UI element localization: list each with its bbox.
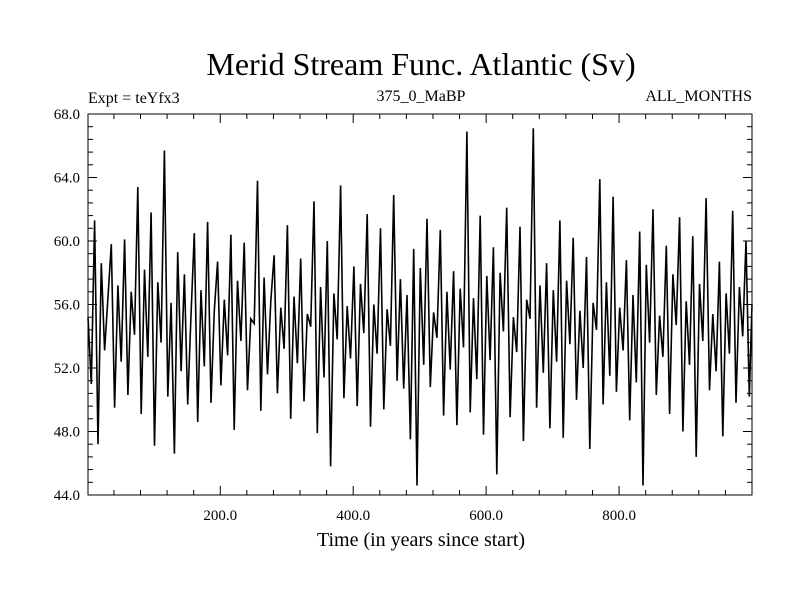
- x-tick-label: 200.0: [203, 508, 237, 524]
- period-label: 375_0_MaBP: [377, 88, 466, 105]
- y-tick-label: 48.0: [54, 425, 80, 441]
- x-tick-label: 800.0: [602, 508, 636, 524]
- plot-area: 200.0 400.0 600.0 800.0 44.0 48.0 52.0 56.0 60.0…: [54, 107, 753, 524]
- experiment-label: Expt = teYfx3: [88, 90, 180, 107]
- y-tick-label: 60.0: [54, 234, 80, 250]
- y-tick-label: 56.0: [54, 298, 80, 314]
- y-tick-label: 52.0: [54, 361, 80, 377]
- y-tick-label: 64.0: [54, 171, 80, 187]
- x-tick-label: 600.0: [469, 508, 503, 524]
- y-tick-label: 68.0: [54, 107, 80, 123]
- x-tick-label: 400.0: [336, 508, 370, 524]
- months-label: ALL_MONTHS: [645, 88, 752, 105]
- chart-title: Merid Stream Func. Atlantic (Sv): [206, 46, 635, 82]
- x-axis-label: Time (in years since start): [317, 529, 525, 551]
- series-line: [87, 128, 753, 486]
- y-tick-label: 44.0: [54, 488, 80, 504]
